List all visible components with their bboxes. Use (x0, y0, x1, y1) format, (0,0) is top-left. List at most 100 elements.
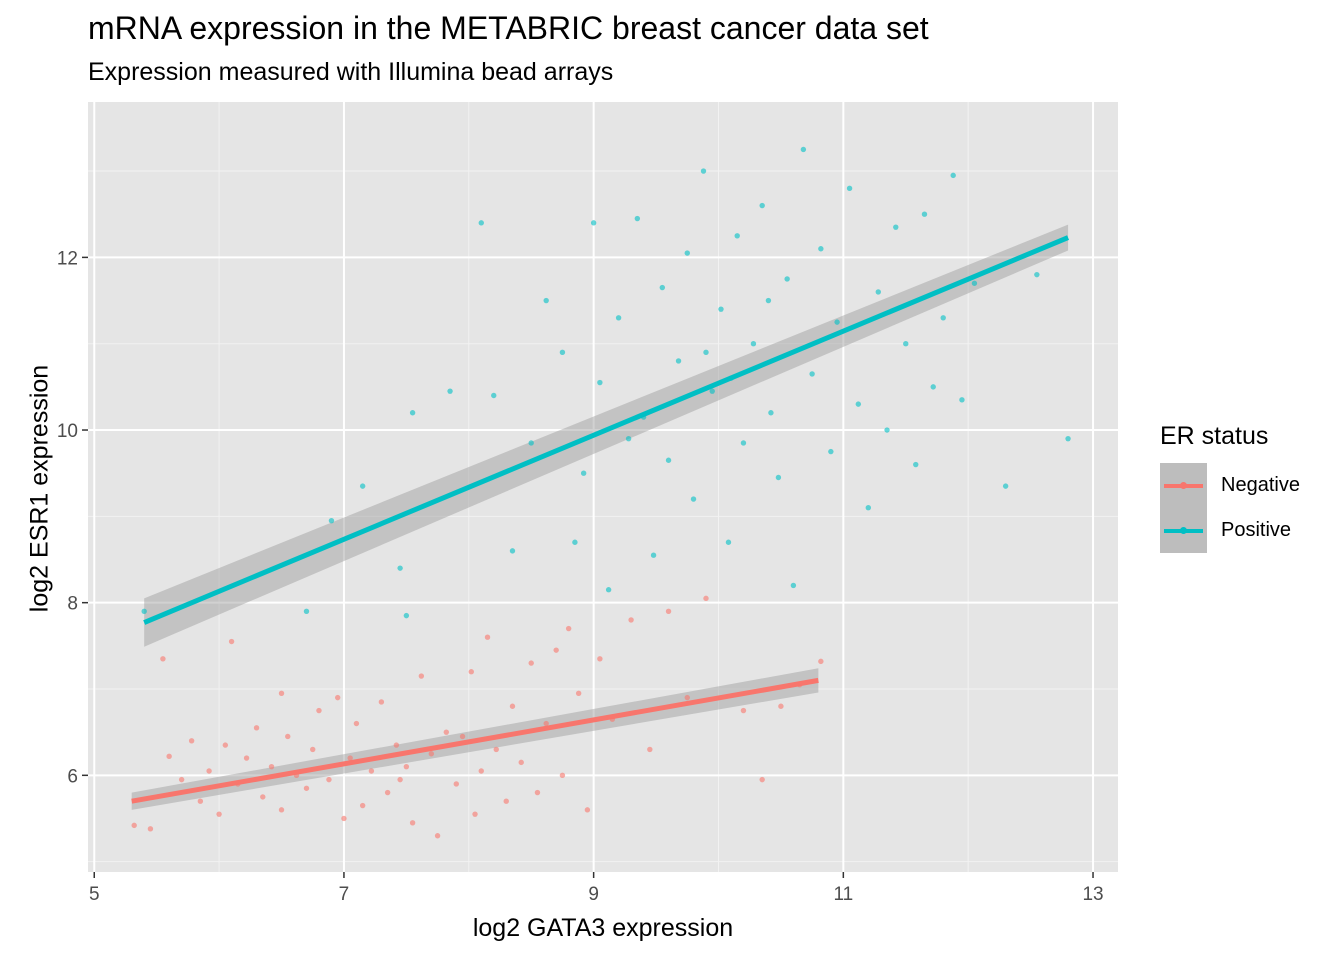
data-point-positive (718, 306, 724, 312)
data-point-negative (393, 742, 400, 748)
legend: ER status Negative Positive (1160, 422, 1330, 553)
data-point-positive (703, 349, 709, 356)
legend-item-positive: Positive (1160, 508, 1330, 553)
minor-gridlines (88, 102, 1118, 872)
data-point-positive (846, 185, 853, 192)
data-point-negative (334, 694, 341, 701)
data-point-positive (141, 608, 147, 615)
data-point-negative (260, 794, 266, 800)
data-point-negative (478, 768, 484, 774)
data-point-positive (303, 608, 310, 615)
data-point-positive (1002, 483, 1009, 489)
data-point-negative (206, 768, 212, 774)
data-point-positive (478, 220, 484, 226)
data-point-positive (768, 410, 774, 416)
data-point-negative (253, 725, 260, 731)
trend-line-positive (143, 235, 1070, 625)
data-point-negative (584, 807, 591, 813)
data-point-negative (131, 822, 137, 829)
data-point-positive (865, 505, 872, 511)
x-tick-label: 11 (833, 884, 853, 905)
data-point-negative (303, 785, 310, 791)
data-point-positive (734, 233, 740, 239)
data-point-positive (328, 517, 335, 524)
data-point-negative (409, 820, 416, 826)
data-point-negative (353, 720, 360, 727)
data-point-positive (559, 349, 566, 356)
x-axis-title: log2 GATA3 expression (472, 914, 734, 942)
data-point-positive (359, 483, 366, 489)
data-point-positive (750, 341, 757, 347)
y-axis-title: log2 ESR1 expression (25, 364, 54, 613)
data-point-positive (971, 280, 978, 286)
data-point-negative (528, 660, 534, 666)
legend-dot-negative (1180, 482, 1187, 489)
data-point-negative (503, 798, 509, 804)
data-point-positive (509, 548, 516, 554)
data-point-negative (285, 733, 291, 740)
data-point-positive (884, 427, 890, 433)
data-point-positive (580, 470, 587, 476)
data-point-positive (665, 457, 672, 463)
data-point-positive (615, 315, 622, 321)
data-point-positive (709, 388, 715, 394)
data-point-negative (166, 753, 172, 760)
data-point-negative (278, 807, 285, 813)
data-point-negative (216, 811, 222, 817)
data-point-positive (690, 496, 697, 502)
data-point-negative (472, 811, 478, 817)
data-point-negative (378, 699, 385, 705)
data-point-positive (1065, 435, 1071, 442)
data-point-negative (428, 751, 435, 757)
data-point-negative (665, 608, 672, 615)
data-point-negative (740, 707, 747, 714)
data-point-positive (625, 435, 632, 442)
data-point-negative (543, 720, 549, 727)
y-tick-label: 6 (67, 766, 78, 787)
data-point-negative (268, 763, 275, 770)
x-tick-label: 5 (89, 884, 100, 905)
data-point-negative (188, 738, 195, 744)
data-point-negative (197, 798, 204, 804)
data-point-negative (341, 815, 347, 822)
data-point-negative (397, 776, 403, 783)
legend-title: ER status (1160, 422, 1269, 450)
data-point-positive (959, 397, 965, 403)
data-point-negative (565, 625, 572, 632)
chart-title: mRNA expression in the METABRIC breast c… (88, 10, 929, 46)
data-point-positive (855, 401, 862, 407)
data-point-positive (903, 341, 909, 347)
data-point-negative (493, 746, 499, 753)
data-point-positive (590, 220, 597, 226)
data-point-positive (700, 168, 707, 174)
data-point-negative (443, 729, 450, 735)
legend-label-positive: Positive (1221, 519, 1292, 541)
data-point-negative (384, 789, 391, 796)
data-point-negative (160, 656, 166, 662)
data-point-negative (518, 759, 524, 766)
data-point-negative (316, 707, 322, 714)
data-point-positive (930, 384, 936, 390)
data-point-positive (403, 612, 410, 619)
x-tick-label: 9 (588, 884, 599, 905)
data-point-negative (509, 703, 516, 709)
data-point-negative (703, 595, 709, 602)
plot-panel (88, 102, 1118, 872)
trend-line-negative (131, 677, 819, 804)
data-point-positive (397, 565, 403, 571)
data-point-positive (650, 552, 657, 558)
legend-key-positive (1160, 508, 1207, 553)
data-point-negative (484, 634, 491, 640)
data-point-positive (809, 371, 815, 377)
data-point-negative (684, 694, 690, 701)
legend-label-negative: Negative (1221, 474, 1300, 496)
data-point-positive (765, 297, 772, 304)
major-gridlines (88, 102, 1118, 872)
data-point-negative (326, 776, 332, 783)
data-point-negative (559, 772, 566, 779)
data-point-negative (418, 673, 425, 679)
data-point-negative (778, 703, 784, 709)
data-point-negative (553, 647, 559, 653)
data-point-negative (228, 638, 235, 645)
data-point-positive (818, 246, 824, 252)
